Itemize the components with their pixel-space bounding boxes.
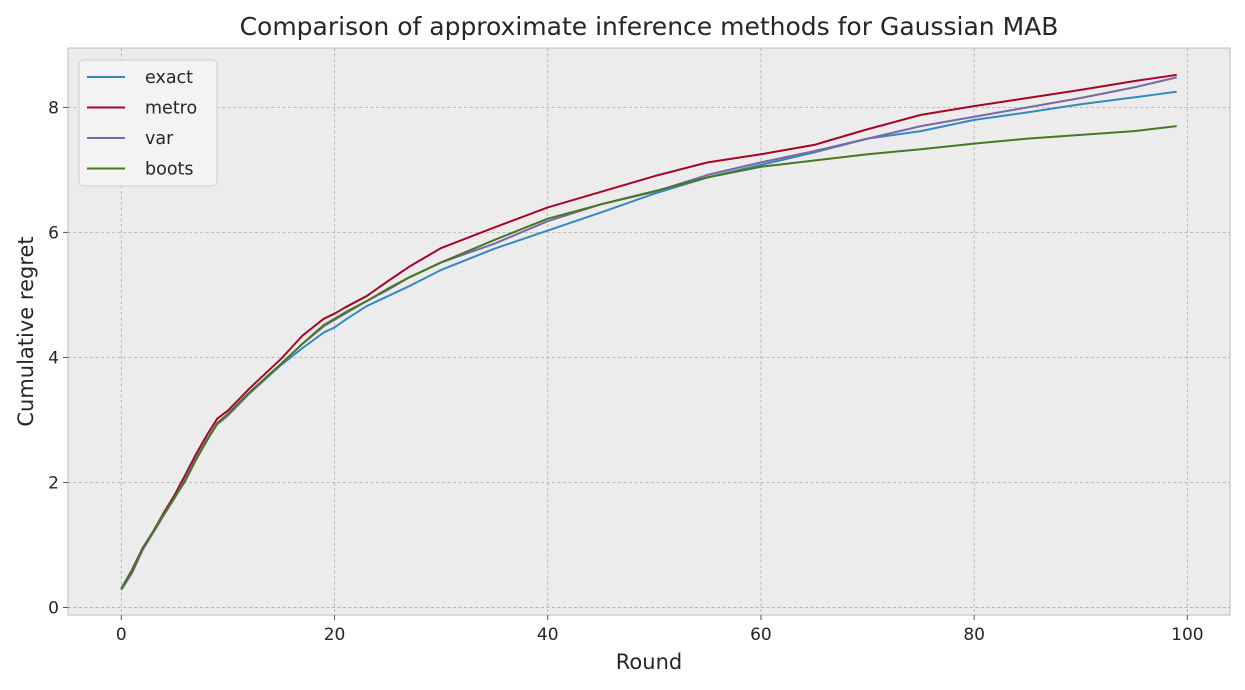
legend-label-var: var — [145, 129, 174, 149]
y-tick-label: 8 — [48, 98, 59, 118]
series-line-metro — [120, 73, 1177, 590]
axis-ticks: 0 20 40 60 80 100 0 2 4 6 8 — [48, 98, 1203, 645]
x-tick-label: 20 — [324, 625, 346, 645]
plot-area — [67, 47, 1231, 616]
legend-label-boots: boots — [145, 160, 194, 180]
y-tick-label: 6 — [48, 223, 59, 243]
series-line-exact — [120, 90, 1177, 591]
x-tick-label: 80 — [963, 625, 985, 645]
series-line-boots — [120, 125, 1177, 589]
legend: exact metro var boots — [78, 59, 218, 187]
y-axis-label: Cumulative regret — [14, 236, 38, 426]
x-tick-label: 40 — [537, 625, 559, 645]
legend-box — [78, 59, 218, 187]
x-axis-label: Round — [616, 650, 682, 674]
y-tick-label: 2 — [48, 473, 59, 493]
y-tick-label: 0 — [48, 598, 59, 618]
chart-title: Comparison of approximate inference meth… — [240, 12, 1059, 41]
x-tick-label: 100 — [1171, 625, 1203, 645]
x-tick-label: 0 — [116, 625, 127, 645]
x-tick-label: 60 — [750, 625, 772, 645]
series-lines — [120, 73, 1177, 591]
legend-label-exact: exact — [145, 68, 193, 88]
y-tick-label: 4 — [48, 348, 59, 368]
legend-label-metro: metro — [145, 99, 197, 119]
